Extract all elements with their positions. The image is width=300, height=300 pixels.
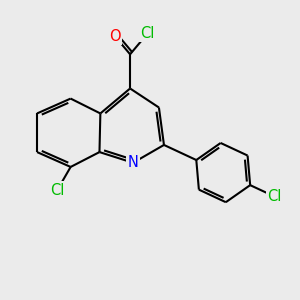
Text: N: N bbox=[128, 155, 139, 170]
Text: Cl: Cl bbox=[50, 183, 64, 198]
Text: Cl: Cl bbox=[267, 189, 282, 204]
Text: O: O bbox=[109, 28, 121, 44]
Text: Cl: Cl bbox=[140, 26, 154, 41]
